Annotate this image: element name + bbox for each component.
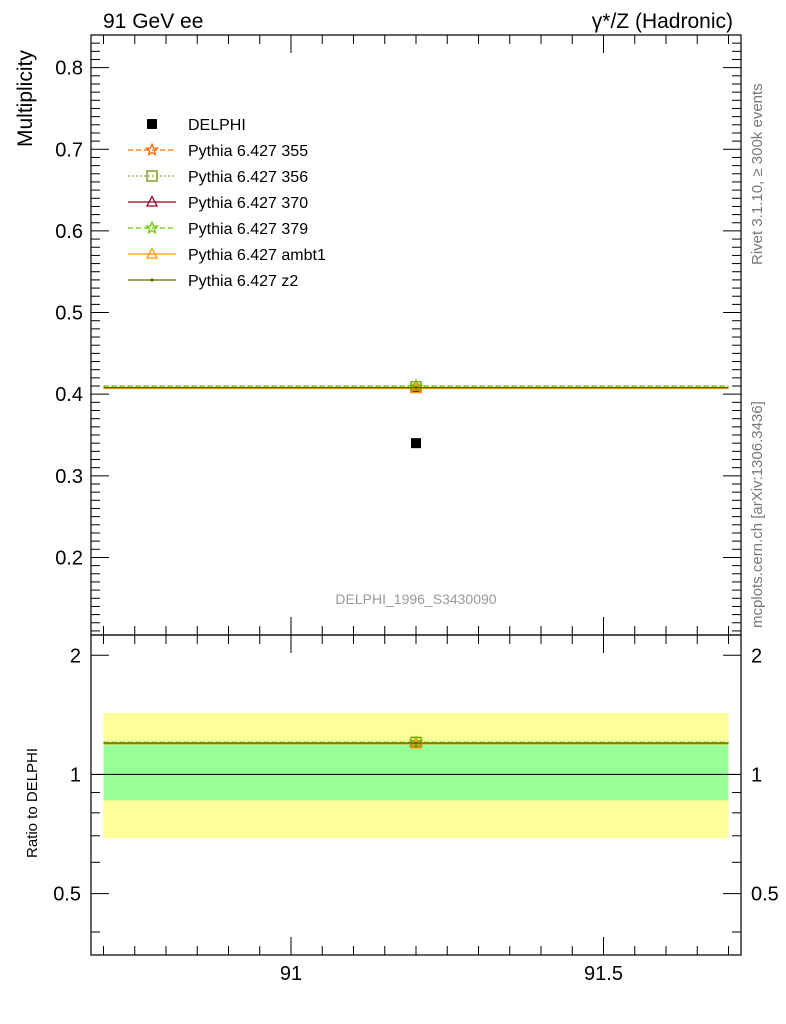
ratio-data-point [408, 734, 424, 749]
ratio-axis-ticks [91, 635, 741, 955]
legend: DELPHI Pythia 6.427 355 Pythia 6.427 356… [128, 117, 326, 290]
ratio-y-tick-label-left: 2 [70, 645, 81, 667]
mcplots-label: mcplots.cern.ch [arXiv:1306.3436] [749, 401, 766, 628]
ratio-tick-labels: 0.5 1 2 0.5 1 2 91 91.5 [53, 645, 779, 985]
legend-label: Pythia 6.427 z2 [188, 273, 298, 290]
ratio-y-tick-label-right: 1 [751, 764, 762, 786]
legend-label: Pythia 6.427 ambt1 [188, 247, 326, 264]
ratio-ylabel: Ratio to DELPHI [24, 748, 41, 858]
main-axis-ticks [91, 35, 741, 635]
main-ylabel: Multiplicity [14, 50, 37, 147]
ratio-data-point [414, 741, 418, 745]
legend-label: Pythia 6.427 356 [188, 169, 308, 186]
legend-label: Pythia 6.427 370 [188, 195, 308, 212]
x-tick-label: 91 [280, 963, 302, 985]
data-point [411, 438, 421, 449]
series-pythia-6-427-z2 [103, 386, 729, 390]
ratio-y-tick-label-right: 0.5 [751, 884, 779, 906]
legend-marker [144, 142, 160, 157]
ratio-frame [90, 634, 742, 956]
main-y-tick-label: 0.4 [55, 384, 83, 406]
legend-marker [144, 220, 160, 235]
legend-label: Pythia 6.427 379 [188, 221, 308, 238]
legend-label: DELPHI [188, 117, 246, 134]
ratio-band-inner [103, 741, 729, 801]
main-tick-labels: 0.2 0.3 0.4 0.5 0.6 0.7 0.8 [55, 58, 83, 570]
ratio-panel: 0.5 1 2 0.5 1 2 91 91.5 [53, 634, 779, 985]
main-panel: 0.2 0.3 0.4 0.5 0.6 0.7 0.8 [55, 34, 742, 636]
main-y-tick-label: 0.6 [55, 221, 83, 243]
series-delphi [411, 438, 421, 449]
ratio-y-tick-label-right: 2 [751, 645, 762, 667]
analysis-label: DELPHI_1996_S3430090 [335, 591, 496, 607]
data-point [414, 386, 418, 390]
header-left-title: 91 GeV ee [103, 10, 203, 33]
main-y-tick-label: 0.7 [55, 139, 83, 161]
main-y-tick-label: 0.8 [55, 58, 83, 80]
main-series-group [103, 378, 729, 449]
legend-marker [150, 278, 154, 282]
legend-marker [146, 170, 158, 182]
ratio-y-tick-label-left: 1 [70, 764, 81, 786]
x-tick-label: 91.5 [584, 963, 623, 985]
ratio-series-pythia-6-427-z2 [103, 741, 729, 745]
main-y-tick-label: 0.5 [55, 303, 83, 325]
ratio-series-group [103, 734, 729, 750]
legend-marker [145, 247, 159, 259]
main-y-tick-label: 0.2 [55, 547, 83, 569]
main-y-tick-label: 0.3 [55, 466, 83, 488]
ratio-bands [91, 712, 741, 839]
legend-markers [128, 119, 176, 282]
header-right-title: γ*/Z (Hadronic) [592, 10, 733, 33]
rivet-version-label: Rivet 3.1.10, ≥ 300k events [749, 83, 766, 265]
legend-label: Pythia 6.427 355 [188, 143, 308, 160]
legend-marker [147, 119, 157, 129]
ratio-y-tick-label-left: 0.5 [53, 884, 81, 906]
legend-marker [145, 195, 159, 207]
